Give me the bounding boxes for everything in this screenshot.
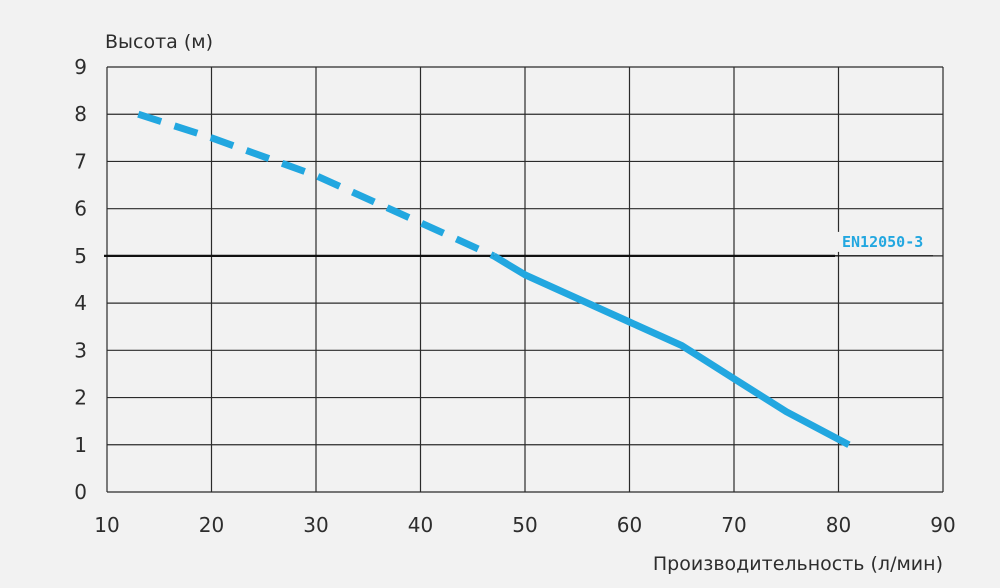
reference-lines: EN12050-3 — [104, 231, 940, 257]
y-tick-label: 6 — [74, 197, 87, 221]
y-tick-label: 4 — [74, 291, 87, 315]
reference-label-background — [836, 231, 940, 252]
x-tick-label: 20 — [199, 513, 224, 537]
y-tick-label: 3 — [74, 338, 87, 362]
x-tick-label: 50 — [512, 513, 537, 537]
dashed-curve — [137, 110, 496, 260]
tick-labels: 10 20 30 40 50 60 70 80 90 0 1 2 3 4 5 6 7 8 9 — [74, 55, 955, 537]
x-tick-label: 90 — [930, 513, 955, 537]
y-tick-label: 2 — [74, 386, 87, 410]
x-tick-label: 40 — [408, 513, 433, 537]
solid-curve — [491, 252, 851, 448]
x-tick-label: 30 — [303, 513, 328, 537]
reference-line-label: EN12050-3 — [842, 233, 923, 251]
x-tick-label: 70 — [721, 513, 746, 537]
x-tick-label: 10 — [94, 513, 119, 537]
y-tick-label: 9 — [74, 55, 87, 79]
y-tick-label: 5 — [74, 244, 87, 268]
x-tick-label: 80 — [826, 513, 851, 537]
x-axis-title: Производительность (л/мин) — [653, 553, 943, 575]
y-tick-label: 1 — [74, 433, 87, 457]
y-tick-label: 8 — [74, 102, 87, 126]
y-axis-title: Высота (м) — [105, 31, 213, 53]
x-tick-label: 60 — [617, 513, 642, 537]
y-tick-label: 0 — [74, 480, 87, 504]
series — [137, 110, 851, 448]
y-tick-label: 7 — [74, 149, 87, 173]
